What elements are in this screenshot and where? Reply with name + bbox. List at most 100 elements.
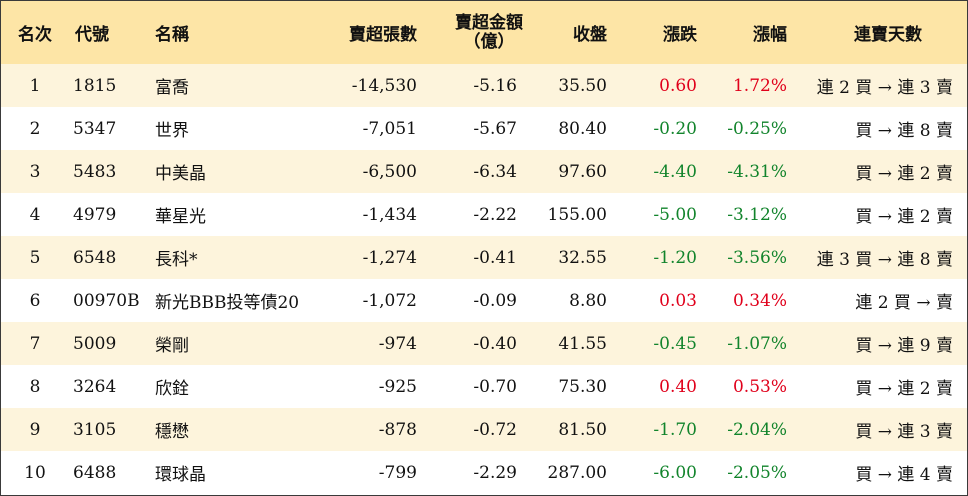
percent-cell: -3.12% (727, 204, 787, 225)
code-cell: 4979 (73, 204, 117, 225)
days-cell: 買 → 連 8 賣 (855, 121, 953, 141)
close-cell: 8.80 (569, 290, 607, 311)
volume-cell: -6,500 (362, 161, 417, 182)
days-cell: 買 → 連 4 賣 (855, 465, 953, 485)
rank-cell: 7 (29, 333, 41, 354)
volume-cell: -974 (378, 333, 417, 354)
days-cell: 買 → 連 2 賣 (855, 164, 953, 184)
rank-cell: 1 (29, 75, 41, 96)
amount-cell: -0.41 (473, 247, 517, 268)
name-cell: 新光BBB投等債20 (155, 293, 300, 313)
change-cell: 0.03 (659, 290, 697, 311)
change-cell: -1.70 (653, 419, 697, 440)
rank-cell: 8 (29, 376, 41, 397)
code-cell: 1815 (73, 75, 117, 96)
volume-cell: -1,072 (362, 290, 417, 311)
table-row[interactable]: 2 5347 世界 -7,051 -5.67 80.40 -0.20 -0.25… (1, 107, 967, 150)
days-cell: 買 → 連 3 賣 (855, 422, 953, 442)
rank-cell: 6 (29, 290, 41, 311)
code-cell: 5483 (73, 161, 117, 182)
name-cell: 世界 (155, 121, 189, 141)
volume-cell: -14,530 (351, 75, 417, 96)
volume-cell: -925 (378, 376, 417, 397)
amount-cell: -0.70 (473, 376, 517, 397)
code-cell: 5347 (73, 118, 117, 139)
amount-cell: -5.16 (473, 75, 517, 96)
change-cell: -0.45 (653, 333, 697, 354)
header-percent: 漲幅 (753, 25, 787, 45)
code-cell: 3264 (73, 376, 117, 397)
close-cell: 287.00 (547, 462, 607, 483)
header-net-sell-volume: 賣超張數 (349, 25, 417, 45)
table-row[interactable]: 8 3264 欣銓 -925 -0.70 75.30 0.40 0.53% 買 … (1, 365, 967, 408)
days-cell: 連 2 買 → 賣 (855, 293, 953, 313)
close-cell: 41.55 (558, 333, 607, 354)
amount-cell: -0.09 (473, 290, 517, 311)
days-cell: 買 → 連 2 賣 (855, 207, 953, 227)
table-row[interactable]: 7 5009 榮剛 -974 -0.40 41.55 -0.45 -1.07% … (1, 322, 967, 365)
header-name: 名稱 (155, 25, 189, 45)
volume-cell: -1,434 (362, 204, 417, 225)
name-cell: 長科* (155, 250, 198, 270)
percent-cell: 0.53% (732, 376, 787, 397)
close-cell: 80.40 (558, 118, 607, 139)
amount-cell: -0.72 (473, 419, 517, 440)
header-close: 收盤 (573, 25, 607, 45)
close-cell: 32.55 (558, 247, 607, 268)
percent-cell: 1.72% (732, 75, 787, 96)
percent-cell: -2.04% (727, 419, 787, 440)
header-consecutive-days: 連賣天數 (854, 25, 922, 45)
header-change: 漲跌 (663, 25, 697, 45)
table-row[interactable]: 10 6488 環球晶 -799 -2.29 287.00 -6.00 -2.0… (1, 451, 967, 494)
code-cell: 00970B (73, 290, 140, 311)
name-cell: 穩懋 (155, 422, 189, 442)
volume-cell: -878 (378, 419, 417, 440)
rank-cell: 4 (29, 204, 41, 225)
name-cell: 榮剛 (155, 336, 189, 356)
change-cell: 0.60 (659, 75, 697, 96)
table-row[interactable]: 1 1815 富喬 -14,530 -5.16 35.50 0.60 1.72%… (1, 64, 967, 107)
percent-cell: -4.31% (727, 161, 787, 182)
header-amount-line1: 賣超金額 (455, 12, 523, 33)
close-cell: 35.50 (558, 75, 607, 96)
days-cell: 買 → 連 9 賣 (855, 336, 953, 356)
table-body: 1 1815 富喬 -14,530 -5.16 35.50 0.60 1.72%… (1, 64, 967, 494)
amount-cell: -6.34 (473, 161, 517, 182)
change-cell: -5.00 (653, 204, 697, 225)
amount-cell: -2.22 (473, 204, 517, 225)
volume-cell: -1,274 (362, 247, 417, 268)
code-cell: 6548 (73, 247, 117, 268)
percent-cell: -2.05% (727, 462, 787, 483)
percent-cell: -3.56% (727, 247, 787, 268)
table-row[interactable]: 9 3105 穩懋 -878 -0.72 81.50 -1.70 -2.04% … (1, 408, 967, 451)
header-rank: 名次 (18, 25, 52, 45)
percent-cell: 0.34% (732, 290, 787, 311)
name-cell: 環球晶 (155, 465, 206, 485)
percent-cell: -1.07% (727, 333, 787, 354)
table-row[interactable]: 4 4979 華星光 -1,434 -2.22 155.00 -5.00 -3.… (1, 193, 967, 236)
code-cell: 3105 (73, 419, 117, 440)
close-cell: 97.60 (558, 161, 607, 182)
rank-cell: 9 (29, 419, 41, 440)
days-cell: 買 → 連 2 賣 (855, 379, 953, 399)
name-cell: 中美晶 (155, 164, 206, 184)
table-row[interactable]: 6 00970B 新光BBB投等債20 -1,072 -0.09 8.80 0.… (1, 279, 967, 322)
close-cell: 75.30 (558, 376, 607, 397)
volume-cell: -7,051 (362, 118, 417, 139)
name-cell: 欣銓 (155, 379, 189, 399)
table-row[interactable]: 3 5483 中美晶 -6,500 -6.34 97.60 -4.40 -4.3… (1, 150, 967, 193)
table-row[interactable]: 5 6548 長科* -1,274 -0.41 32.55 -1.20 -3.5… (1, 236, 967, 279)
table-header-row: 名次 代號 名稱 賣超張數 賣超金額 （億） 收盤 漲跌 漲幅 連賣天數 (1, 1, 967, 64)
name-cell: 富喬 (155, 78, 189, 98)
close-cell: 155.00 (547, 204, 607, 225)
header-net-sell-amount: 賣超金額 （億） (439, 1, 539, 64)
name-cell: 華星光 (155, 207, 206, 227)
change-cell: 0.40 (659, 376, 697, 397)
change-cell: -6.00 (653, 462, 697, 483)
rank-cell: 10 (24, 462, 46, 483)
change-cell: -0.20 (653, 118, 697, 139)
change-cell: -1.20 (653, 247, 697, 268)
rank-cell: 2 (29, 118, 41, 139)
